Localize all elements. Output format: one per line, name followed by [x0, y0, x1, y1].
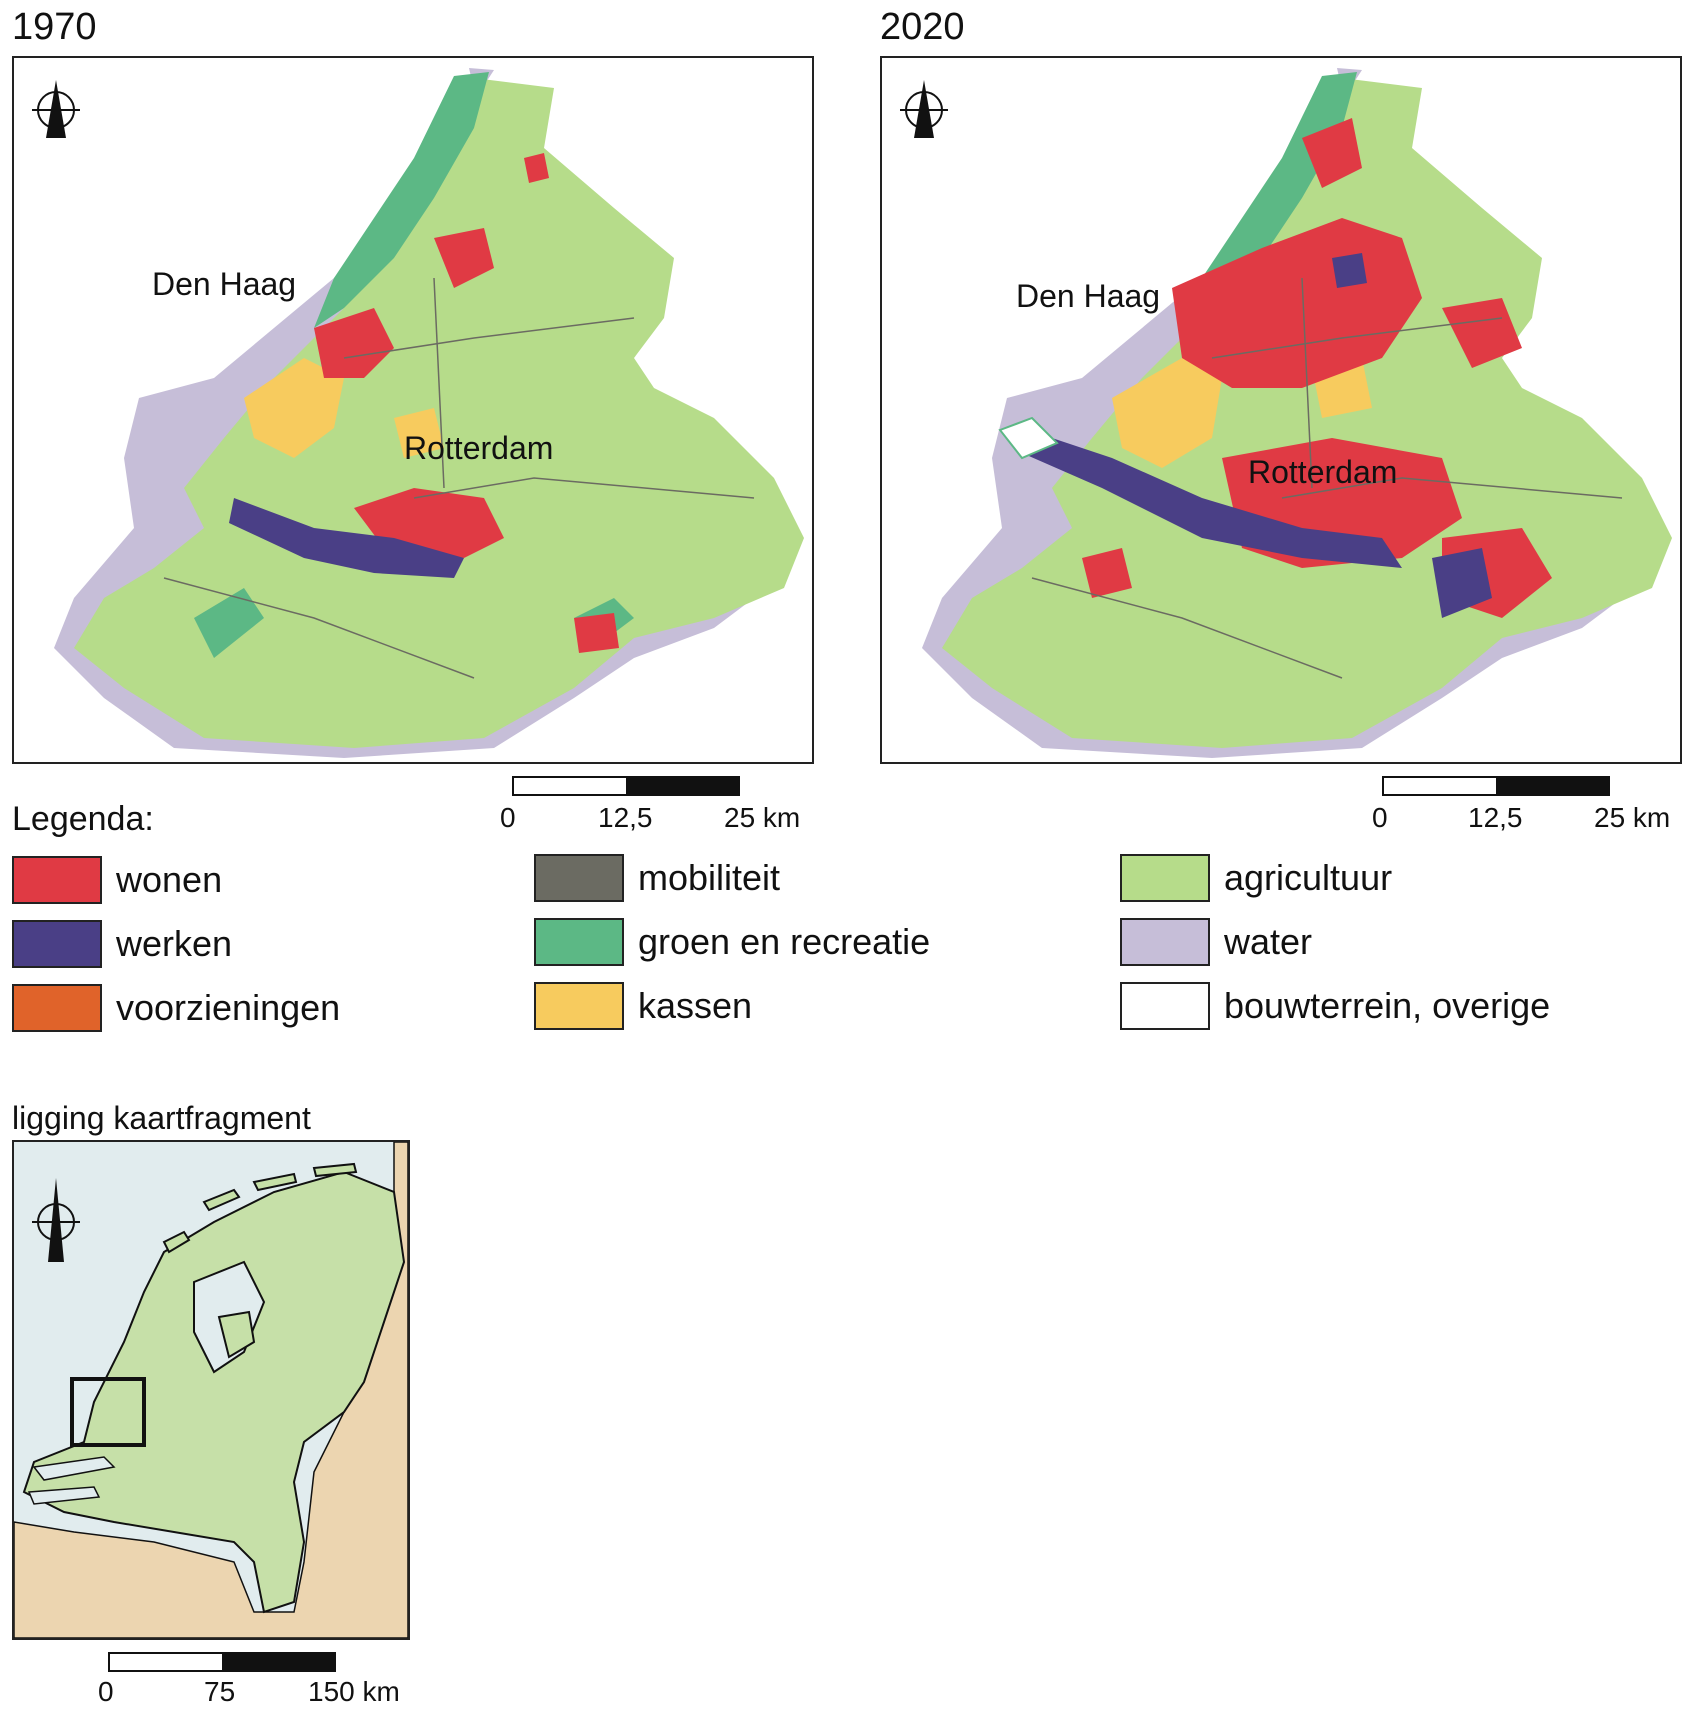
legend-item-voorzieningen: voorzieningen: [12, 984, 340, 1032]
legend-item-wonen: wonen: [12, 856, 222, 904]
legend-item-mobiliteit: mobiliteit: [534, 854, 780, 902]
map-1970-title: 1970: [12, 6, 97, 48]
inset-map[interactable]: [12, 1140, 410, 1640]
green-recreation-area: [194, 588, 264, 658]
scalebar-1970-tick-mid: 12,5: [598, 802, 653, 833]
legend-item-agricultuur: agricultuur: [1120, 854, 1392, 902]
residential-area: [1302, 118, 1362, 188]
map-2020-canvas: [900, 68, 1672, 758]
legend-label: kassen: [638, 985, 753, 1026]
map-1970-canvas: [32, 68, 804, 758]
legend-swatch: [534, 918, 624, 966]
legend-label: water: [1224, 921, 1313, 962]
legend-label: werken: [116, 923, 233, 964]
scalebar-2020-tick-mid: 12,5: [1468, 802, 1523, 833]
greenhouse-area: [394, 408, 444, 458]
legend-swatch: [534, 982, 624, 1030]
location-frame: [70, 1377, 146, 1447]
inset-canvas: [14, 1142, 408, 1638]
scalebar-inset-tick-end: 150 km: [308, 1676, 400, 1707]
scalebar-black-segment: [1496, 778, 1608, 794]
greenhouse-area: [1112, 358, 1222, 468]
scalebar-white-segment: [514, 778, 626, 794]
scalebar-2020-tick-end: 25 km: [1594, 802, 1671, 833]
legend-swatch: [12, 920, 102, 968]
legend-label: agricultuur: [1224, 857, 1393, 898]
residential-area: [574, 613, 619, 653]
legend-item-groen: groen en recreatie: [534, 918, 930, 966]
industry-area: [1022, 428, 1402, 568]
scalebar-1970-tick-0: 0: [500, 802, 516, 833]
legend-item-bouwterrein: bouwterrein, overige: [1120, 982, 1550, 1030]
agriculture-area: [74, 78, 804, 748]
label-rotterdam: Rotterdam: [404, 430, 554, 466]
residential-area: [1442, 298, 1522, 368]
scalebar-1970: [512, 776, 740, 796]
label-rotterdam: Rotterdam: [1248, 454, 1398, 490]
legend-item-kassen: kassen: [534, 982, 752, 1030]
scalebar-1970-tick-end: 25 km: [724, 802, 801, 833]
legend-label: voorzieningen: [116, 987, 341, 1028]
scalebar-black-segment: [626, 778, 738, 794]
legend-swatch: [1120, 854, 1210, 902]
north-arrow-icon: [32, 80, 80, 138]
road-lines: [1031, 277, 1623, 679]
legend-title: Legenda:: [12, 800, 154, 838]
legend-swatch: [534, 854, 624, 902]
green-recreation-area: [314, 72, 489, 328]
label-den-haag: Den Haag: [1016, 278, 1161, 314]
legend-swatch: [1120, 918, 1210, 966]
residential-area: [524, 153, 549, 183]
road-lines: [163, 277, 755, 679]
residential-area: [1082, 548, 1132, 598]
wadden-islands: [162, 1162, 358, 1254]
scalebar-2020: [1382, 776, 1610, 796]
legend-item-werken: werken: [12, 920, 232, 968]
legend-label: groen en recreatie: [638, 921, 931, 962]
zeeland-water: [27, 1456, 116, 1505]
residential-area: [314, 308, 394, 378]
industry-area: [1432, 548, 1492, 618]
scalebar-white-segment: [110, 1654, 222, 1670]
scalebar-black-segment: [222, 1654, 334, 1670]
legend-swatch: [1120, 982, 1210, 1030]
residential-area: [434, 228, 494, 288]
greenhouse-area: [244, 358, 344, 458]
construction-area: [998, 416, 1059, 460]
label-den-haag: Den Haag: [152, 266, 297, 302]
scalebar-inset: [108, 1652, 336, 1672]
legend-swatch: [12, 856, 102, 904]
flevoland: [217, 1310, 256, 1359]
map-2020[interactable]: Den Haag Rotterdam: [880, 56, 1682, 764]
scalebar-inset-tick-0: 0: [98, 1676, 114, 1707]
scalebar-2020-tick-0: 0: [1372, 802, 1388, 833]
scalebar-inset-tick-mid: 75: [204, 1676, 236, 1707]
legend-item-water: water: [1120, 918, 1312, 966]
industry-area: [229, 498, 464, 578]
legend-swatch: [12, 984, 102, 1032]
north-arrow-icon: [900, 80, 948, 138]
legend-label: wonen: [116, 859, 223, 900]
scalebar-white-segment: [1384, 778, 1496, 794]
map-1970[interactable]: Den Haag Rotterdam: [12, 56, 814, 764]
legend-label: bouwterrein, overige: [1224, 985, 1551, 1026]
legend-label: mobiliteit: [638, 857, 781, 898]
map-2020-title: 2020: [880, 6, 965, 48]
inset-title: ligging kaartfragment: [12, 1100, 311, 1136]
north-arrow-icon: [32, 1178, 80, 1262]
industry-area: [1332, 253, 1367, 288]
